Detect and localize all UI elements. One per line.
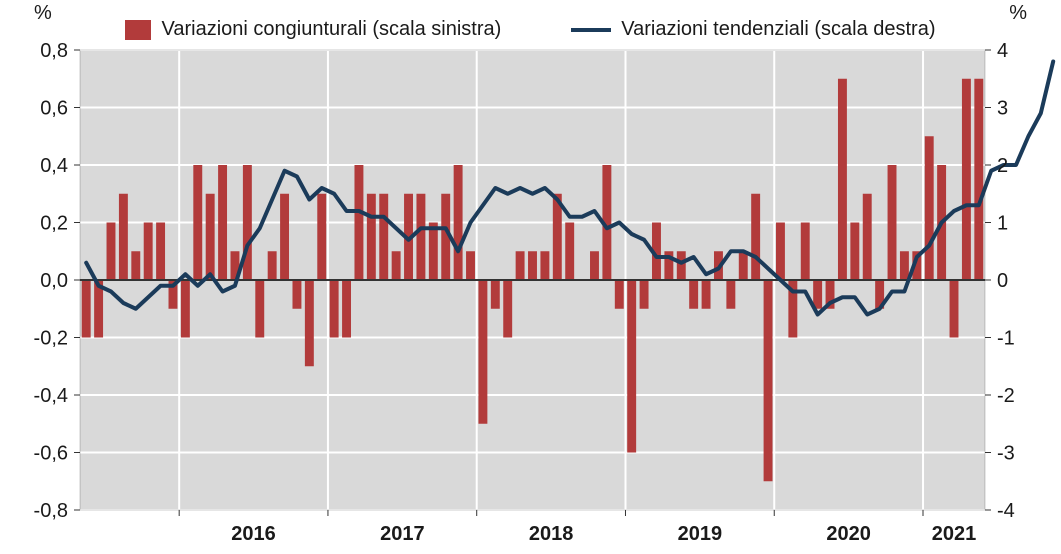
bar [466, 251, 475, 280]
bar [330, 280, 339, 338]
legend-label-line: Variazioni tendenziali (scala destra) [621, 18, 935, 41]
xlabel-year: 2018 [529, 523, 574, 545]
ylabel-left: -0,2 [34, 328, 68, 350]
bar [144, 223, 153, 281]
bar [863, 194, 872, 280]
legend-item-line: Variazioni tendenziali (scala destra) [571, 18, 935, 41]
ylabel-right: 4 [997, 40, 1008, 62]
bar [305, 280, 314, 366]
xlabel-year: 2019 [678, 523, 723, 545]
bar [218, 165, 227, 280]
ylabel-left: 0,8 [40, 40, 68, 62]
bar [888, 165, 897, 280]
ylabel-right: -2 [997, 385, 1015, 407]
bar [850, 223, 859, 281]
bar [801, 223, 810, 281]
bar [119, 194, 128, 280]
bar [615, 280, 624, 309]
line-swatch-icon [571, 28, 611, 32]
ylabel-right: -4 [997, 500, 1015, 522]
bar [627, 280, 636, 453]
bar [268, 251, 277, 280]
bar [751, 194, 760, 280]
bar [317, 194, 326, 280]
bar [107, 223, 116, 281]
bar [739, 251, 748, 280]
bar [478, 280, 487, 424]
bar [565, 223, 574, 281]
bar [367, 194, 376, 280]
bar [243, 165, 252, 280]
chart-svg: -0,8 -0,6 -0,4 -0,2 0,0 0,2 0,4 0,6 0,8 -4 -3 -2 -1 0… [0, 0, 1061, 554]
ylabel-right: 0 [997, 270, 1008, 292]
bar [900, 251, 909, 280]
xlabel-year: 2020 [826, 523, 871, 545]
bar [156, 223, 165, 281]
bar [677, 251, 686, 280]
bar-swatch-icon [125, 20, 151, 40]
bar [379, 194, 388, 280]
bar [131, 251, 140, 280]
chart-container: % % Variazioni congiunturali (scala sini… [0, 0, 1061, 554]
bar [640, 280, 649, 309]
ylabel-right: 2 [997, 155, 1008, 177]
bar [950, 280, 959, 338]
bar [454, 165, 463, 280]
legend-label-bars: Variazioni congiunturali (scala sinistra… [161, 18, 501, 41]
bar [181, 280, 190, 338]
legend-item-bars: Variazioni congiunturali (scala sinistra… [125, 18, 501, 41]
bar [193, 165, 202, 280]
bar [354, 165, 363, 280]
bar [689, 280, 698, 309]
bar [206, 194, 215, 280]
bar [280, 194, 289, 280]
bar [813, 280, 822, 309]
xlabel-year: 2021 [932, 523, 977, 545]
bar [764, 280, 773, 481]
bar [416, 194, 425, 280]
ylabel-left: -0,6 [34, 443, 68, 465]
ylabel-right: 3 [997, 98, 1008, 120]
bar [925, 136, 934, 280]
bar [342, 280, 351, 338]
ylabel-left: -0,8 [34, 500, 68, 522]
ylabel-left: 0,0 [40, 270, 68, 292]
bar [726, 280, 735, 309]
bar [503, 280, 512, 338]
bar [702, 280, 711, 309]
xlabel-year: 2017 [380, 523, 425, 545]
bar [838, 79, 847, 280]
bar [528, 251, 537, 280]
ylabel-left: 0,2 [40, 213, 68, 235]
bar [255, 280, 264, 338]
legend: Variazioni congiunturali (scala sinistra… [0, 18, 1061, 41]
bar [974, 79, 983, 280]
ylabel-right: -1 [997, 328, 1015, 350]
bar [292, 280, 301, 309]
bar [392, 251, 401, 280]
bar [540, 251, 549, 280]
bar [516, 251, 525, 280]
bar [962, 79, 971, 280]
bar [491, 280, 500, 309]
bar [429, 223, 438, 281]
ylabel-left: 0,4 [40, 155, 68, 177]
xlabel-year: 2016 [231, 523, 276, 545]
bar [82, 280, 91, 338]
ylabel-left: -0,4 [34, 385, 68, 407]
ylabel-right: -3 [997, 443, 1015, 465]
bar [590, 251, 599, 280]
bar [776, 223, 785, 281]
ylabel-left: 0,6 [40, 98, 68, 120]
ylabel-right: 1 [997, 213, 1008, 235]
